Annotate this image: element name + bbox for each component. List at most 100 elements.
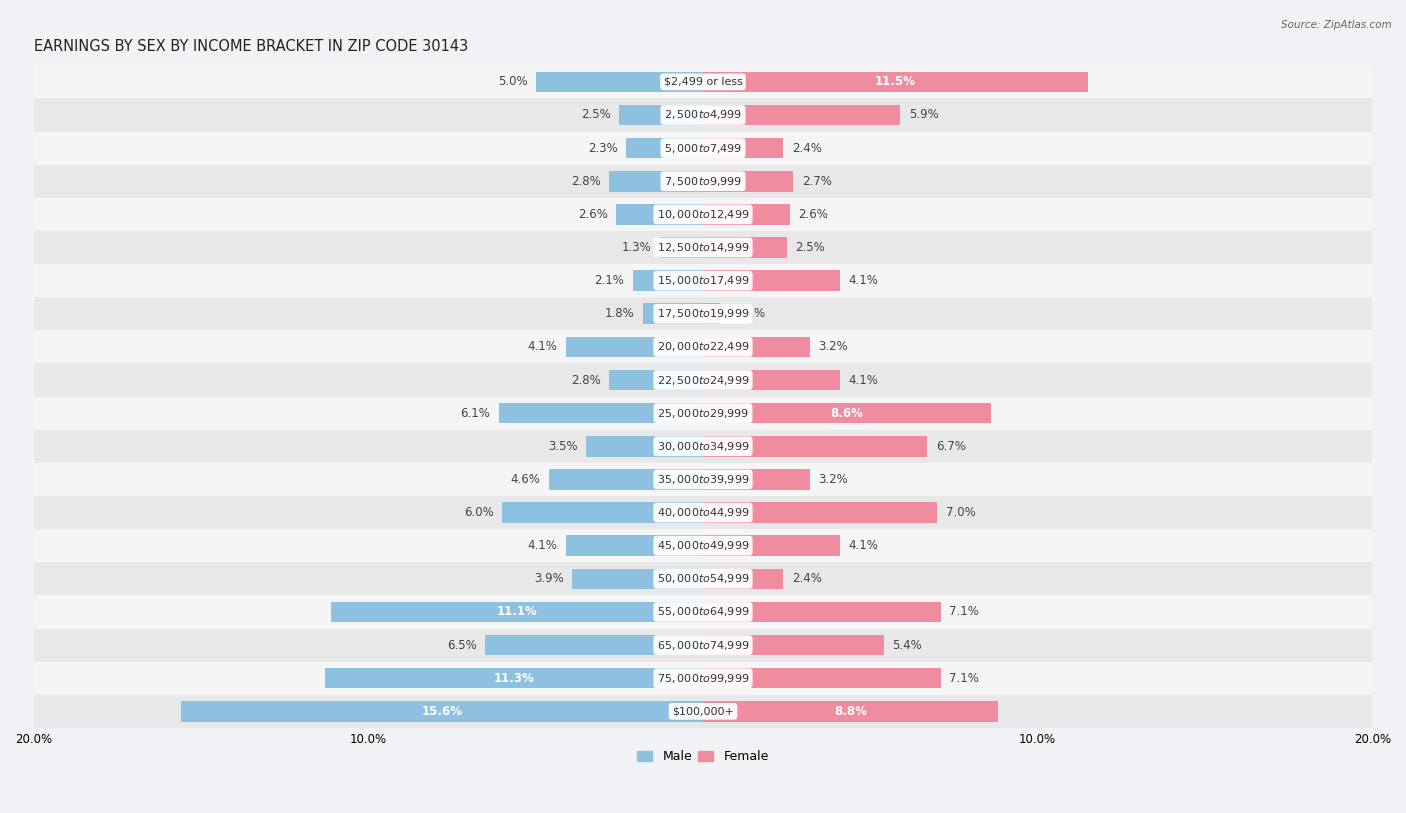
Bar (34, 430, 1372, 463)
Text: 4.1%: 4.1% (849, 539, 879, 552)
Bar (34, 65, 1372, 98)
Text: 3.9%: 3.9% (534, 572, 564, 585)
Bar (34, 132, 1372, 165)
Bar (548, 469, 703, 489)
Text: 3.2%: 3.2% (818, 341, 848, 354)
Text: $2,500 to $4,999: $2,500 to $4,999 (664, 108, 742, 121)
Text: 11.1%: 11.1% (496, 606, 537, 619)
Text: $100,000+: $100,000+ (672, 706, 734, 716)
Text: 6.1%: 6.1% (461, 406, 491, 420)
Bar (565, 536, 703, 556)
Text: 4.1%: 4.1% (849, 373, 879, 386)
Text: 1.3%: 1.3% (621, 241, 651, 254)
Bar (586, 436, 703, 457)
Bar (325, 668, 703, 689)
Bar (34, 563, 1372, 595)
Bar (34, 330, 1372, 363)
Text: 2.4%: 2.4% (792, 572, 821, 585)
Text: $7,500 to $9,999: $7,500 to $9,999 (664, 175, 742, 188)
Text: 2.5%: 2.5% (581, 108, 612, 121)
Text: 3.2%: 3.2% (818, 473, 848, 486)
Text: 5.0%: 5.0% (498, 76, 527, 89)
Bar (34, 628, 1372, 662)
Bar (659, 237, 703, 258)
Bar (703, 204, 790, 224)
Text: 11.3%: 11.3% (494, 672, 534, 685)
Bar (703, 536, 841, 556)
Text: Source: ZipAtlas.com: Source: ZipAtlas.com (1281, 20, 1392, 30)
Text: 2.8%: 2.8% (571, 373, 600, 386)
Bar (34, 298, 1372, 330)
Bar (332, 602, 703, 622)
Bar (34, 662, 1372, 695)
Text: 4.1%: 4.1% (849, 274, 879, 287)
Bar (633, 271, 703, 291)
Bar (485, 635, 703, 655)
Bar (703, 701, 997, 722)
Text: 7.0%: 7.0% (946, 506, 976, 519)
Text: 7.1%: 7.1% (949, 672, 979, 685)
Bar (703, 72, 1088, 92)
Text: 2.8%: 2.8% (571, 175, 600, 188)
Text: $45,000 to $49,999: $45,000 to $49,999 (657, 539, 749, 552)
Text: $2,499 or less: $2,499 or less (664, 77, 742, 87)
Bar (34, 264, 1372, 298)
Text: $17,500 to $19,999: $17,500 to $19,999 (657, 307, 749, 320)
Text: 2.6%: 2.6% (578, 208, 607, 221)
Bar (609, 171, 703, 192)
Text: $65,000 to $74,999: $65,000 to $74,999 (657, 638, 749, 651)
Bar (502, 502, 703, 523)
Text: 2.3%: 2.3% (588, 141, 617, 154)
Bar (181, 701, 703, 722)
Text: EARNINGS BY SEX BY INCOME BRACKET IN ZIP CODE 30143: EARNINGS BY SEX BY INCOME BRACKET IN ZIP… (34, 39, 468, 54)
Text: 11.5%: 11.5% (875, 76, 915, 89)
Text: 0.51%: 0.51% (728, 307, 765, 320)
Text: $30,000 to $34,999: $30,000 to $34,999 (657, 440, 749, 453)
Text: 8.6%: 8.6% (831, 406, 863, 420)
Bar (703, 370, 841, 390)
Text: 2.1%: 2.1% (595, 274, 624, 287)
Bar (34, 595, 1372, 628)
Text: 2.6%: 2.6% (799, 208, 828, 221)
Bar (34, 529, 1372, 563)
Text: 5.9%: 5.9% (908, 108, 939, 121)
Text: $22,500 to $24,999: $22,500 to $24,999 (657, 373, 749, 386)
Bar (499, 403, 703, 424)
Bar (34, 231, 1372, 264)
Text: 4.1%: 4.1% (527, 341, 557, 354)
Bar (616, 204, 703, 224)
Bar (703, 105, 900, 125)
Text: 15.6%: 15.6% (422, 705, 463, 718)
Bar (34, 98, 1372, 132)
Bar (626, 138, 703, 159)
Bar (703, 436, 928, 457)
Text: 1.8%: 1.8% (605, 307, 634, 320)
Bar (703, 171, 793, 192)
Bar (34, 463, 1372, 496)
Bar (34, 695, 1372, 728)
Bar (572, 568, 703, 589)
Text: 2.5%: 2.5% (794, 241, 825, 254)
Text: 3.5%: 3.5% (548, 440, 578, 453)
Bar (703, 502, 938, 523)
Bar (703, 668, 941, 689)
Bar (703, 635, 884, 655)
Bar (703, 303, 720, 324)
Legend: Male, Female: Male, Female (633, 745, 773, 768)
Bar (703, 568, 783, 589)
Bar (34, 198, 1372, 231)
Bar (703, 403, 991, 424)
Text: $20,000 to $22,499: $20,000 to $22,499 (657, 341, 749, 354)
Text: 6.5%: 6.5% (447, 638, 477, 651)
Text: 6.7%: 6.7% (935, 440, 966, 453)
Text: $25,000 to $29,999: $25,000 to $29,999 (657, 406, 749, 420)
Text: $12,500 to $14,999: $12,500 to $14,999 (657, 241, 749, 254)
Bar (34, 165, 1372, 198)
Bar (34, 397, 1372, 430)
Text: 7.1%: 7.1% (949, 606, 979, 619)
Bar (34, 496, 1372, 529)
Text: 8.8%: 8.8% (834, 705, 866, 718)
Bar (536, 72, 703, 92)
Text: 4.6%: 4.6% (510, 473, 541, 486)
Bar (703, 469, 810, 489)
